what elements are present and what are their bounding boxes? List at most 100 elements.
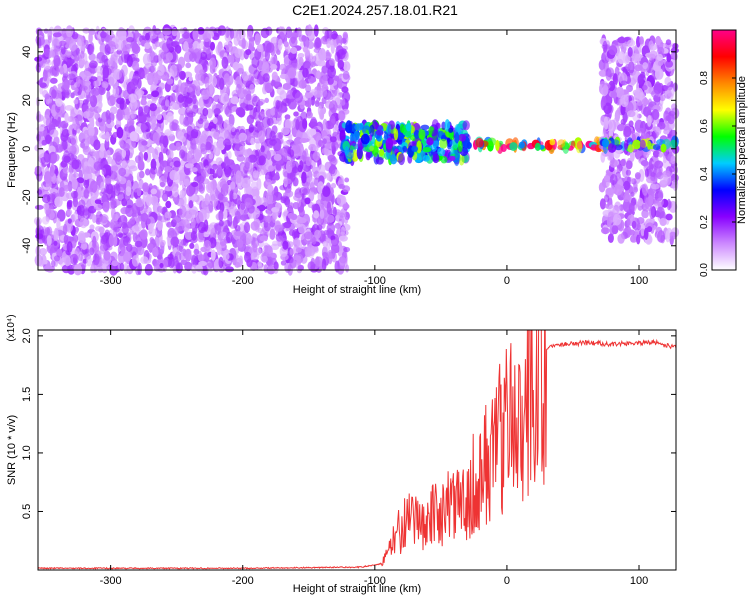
heatmap-cell: [399, 123, 405, 133]
heatmap-cell: [317, 139, 324, 147]
heatmap-cell: [575, 140, 583, 154]
heatmap-cell: [200, 51, 208, 61]
heatmap-cell: [625, 160, 633, 170]
heatmap-cell: [654, 95, 660, 107]
heatmap-cell: [282, 140, 290, 148]
heatmap-cell: [140, 256, 149, 264]
heatmap-cell: [216, 243, 222, 256]
heatmap-cell: [268, 165, 275, 172]
heatmap-cell: [175, 84, 181, 94]
heatmap-cell: [164, 166, 172, 173]
colorbar-tick-label: 0.6: [699, 119, 710, 133]
heatmap-cell: [630, 235, 638, 243]
heatmap-cell: [56, 218, 61, 230]
heatmap-cell: [162, 193, 168, 201]
heatmap-cell: [253, 138, 263, 144]
heatmap-cell: [101, 81, 109, 88]
heatmap-cell: [614, 144, 623, 151]
heatmap-cell: [347, 149, 354, 160]
heatmap-cell: [393, 128, 399, 141]
heatmap-cell: [126, 118, 133, 127]
heatmap-cell: [119, 262, 125, 272]
heatmap-cell: [88, 191, 95, 198]
heatmap-cell: [245, 232, 252, 245]
heatmap-cell: [225, 105, 232, 117]
heatmap-cell: [651, 109, 660, 120]
heatmap-cell: [634, 87, 644, 99]
heatmap-cell: [236, 239, 244, 249]
heatmap-cell: [617, 233, 625, 244]
heatmap-cell: [258, 155, 266, 166]
y-tick-label: 2.0: [21, 328, 33, 343]
heatmap-cell: [214, 223, 222, 235]
spectrogram-heatmap: [33, 24, 680, 276]
heatmap-cell: [65, 25, 74, 38]
heatmap-cell: [343, 61, 351, 72]
heatmap-cell: [105, 175, 112, 185]
heatmap-cell: [78, 253, 83, 262]
heatmap-cell: [213, 108, 221, 115]
heatmap-cell: [313, 24, 319, 37]
heatmap-cell: [641, 98, 649, 106]
heatmap-cell: [298, 208, 305, 218]
heatmap-cell: [339, 257, 348, 270]
snr-plot-area: [38, 330, 676, 570]
heatmap-cell: [71, 144, 80, 156]
heatmap-cell: [212, 141, 219, 154]
heatmap-cell: [338, 78, 343, 89]
heatmap-cell: [70, 134, 78, 147]
heatmap-cell: [444, 119, 450, 132]
heatmap-cell: [636, 99, 643, 106]
heatmap-cell: [322, 118, 328, 132]
y-tick-label: 1.5: [21, 387, 33, 402]
heatmap-cell: [375, 129, 384, 136]
heatmap-cell: [462, 120, 470, 131]
heatmap-cell: [343, 246, 351, 253]
heatmap-cell: [223, 73, 230, 83]
heatmap-cell: [623, 139, 629, 150]
heatmap-cell: [49, 50, 55, 58]
heatmap-cell: [321, 258, 327, 271]
heatmap-cell: [102, 201, 110, 212]
heatmap-cell: [98, 86, 106, 96]
heatmap-cell: [322, 73, 328, 86]
heatmap-cell: [279, 63, 287, 71]
heatmap-cell: [634, 64, 643, 72]
heatmap-cell: [413, 129, 420, 139]
heatmap-cell: [637, 197, 644, 207]
heatmap-cell: [666, 53, 672, 63]
heatmap-cell: [121, 221, 127, 229]
heatmap-cell: [303, 186, 310, 196]
x-tick-label: -200: [232, 275, 254, 287]
heatmap-cell: [83, 209, 89, 216]
heatmap-cell: [152, 247, 159, 258]
heatmap-cell: [150, 166, 158, 175]
heatmap-cell: [116, 108, 125, 121]
heatmap-cell: [109, 54, 118, 67]
heatmap-cell: [208, 153, 214, 160]
heatmap-cell: [225, 26, 230, 39]
heatmap-cell: [622, 192, 631, 203]
heatmap-cell: [109, 94, 116, 106]
heatmap-cell: [191, 181, 199, 188]
heatmap-cell: [245, 93, 252, 101]
heatmap-cell: [221, 56, 229, 69]
heatmap-cell: [82, 70, 92, 81]
heatmap-cell: [69, 253, 79, 265]
heatmap-cell: [609, 158, 618, 168]
heatmap-cell: [232, 61, 239, 71]
heatmap-cell: [223, 201, 230, 209]
heatmap-cell: [269, 228, 276, 240]
heatmap-cell: [172, 215, 182, 223]
heatmap-cell: [629, 202, 635, 214]
heatmap-cell: [241, 71, 250, 81]
heatmap-cell: [509, 142, 518, 151]
heatmap-cell: [249, 108, 257, 120]
heatmap-cell: [665, 213, 673, 221]
heatmap-cell: [610, 185, 615, 195]
heatmap-cell: [627, 39, 636, 47]
heatmap-cell: [273, 153, 282, 162]
heatmap-cell: [189, 52, 197, 63]
heatmap-cell: [659, 94, 666, 102]
heatmap-cell: [198, 254, 205, 262]
